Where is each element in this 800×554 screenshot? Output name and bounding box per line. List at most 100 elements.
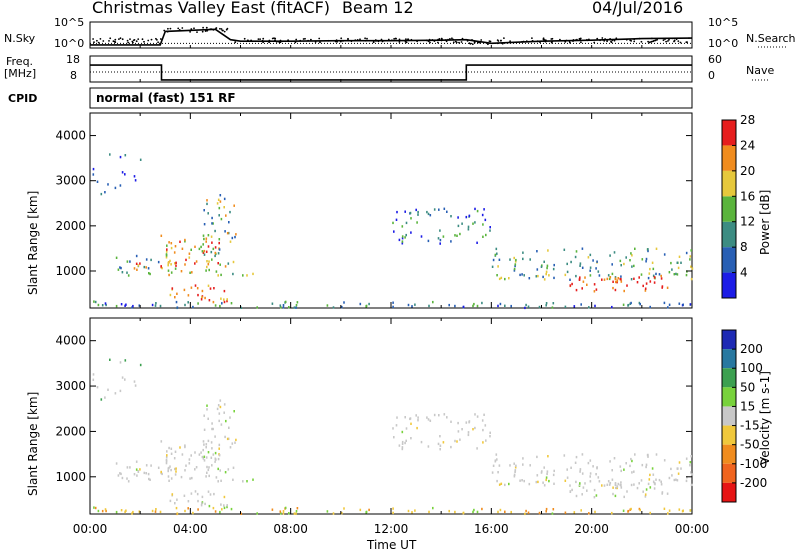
power-cell bbox=[139, 158, 142, 161]
power-cell bbox=[542, 275, 544, 279]
noise-point bbox=[454, 40, 457, 43]
noise-point bbox=[405, 38, 407, 40]
power-cell bbox=[410, 231, 412, 234]
noise-point bbox=[156, 39, 158, 41]
noise-point bbox=[664, 38, 666, 40]
velocity-cell bbox=[598, 480, 601, 483]
power-cell bbox=[508, 277, 510, 280]
power-cell bbox=[169, 259, 171, 263]
power-cell bbox=[467, 228, 470, 231]
velocity-cell bbox=[119, 472, 121, 475]
power-cell bbox=[633, 264, 635, 268]
power-cell bbox=[489, 226, 491, 229]
noise-point bbox=[668, 38, 670, 41]
power-cell bbox=[552, 267, 555, 271]
power-cell bbox=[184, 303, 186, 307]
noise-point bbox=[223, 30, 226, 33]
power-cell bbox=[498, 258, 501, 261]
velocity-cell bbox=[201, 502, 203, 505]
noise-point bbox=[610, 40, 612, 43]
velocity-cell bbox=[691, 473, 694, 476]
velocity-cell bbox=[131, 512, 133, 515]
power-cell bbox=[442, 235, 445, 238]
velocity-cell bbox=[202, 448, 204, 452]
velocity-cell bbox=[439, 448, 441, 451]
velocity-cell bbox=[295, 510, 298, 513]
power-cell bbox=[581, 266, 584, 269]
power-cell bbox=[175, 264, 177, 267]
velocity-cell bbox=[582, 486, 585, 489]
velocity-cell bbox=[566, 468, 568, 471]
velocity-cell bbox=[652, 480, 655, 483]
power-cell bbox=[126, 271, 128, 274]
power-cell bbox=[689, 303, 692, 306]
velocity-cell bbox=[457, 430, 460, 433]
power-cell bbox=[192, 305, 194, 309]
noise-point bbox=[551, 41, 553, 43]
velocity-cell bbox=[180, 475, 183, 479]
velocity-cell bbox=[619, 483, 622, 487]
power-cell bbox=[120, 303, 123, 306]
velocity-cell bbox=[581, 453, 584, 456]
velocity-cell bbox=[207, 468, 210, 472]
power-cell bbox=[564, 273, 567, 277]
velocity-cell bbox=[564, 511, 567, 514]
noise-point bbox=[147, 39, 150, 42]
noise-point bbox=[431, 39, 434, 41]
velocity-cell bbox=[204, 502, 206, 506]
velocity-cell bbox=[392, 427, 394, 430]
power-cell bbox=[404, 210, 406, 213]
power-cell bbox=[524, 306, 526, 310]
velocity-cell bbox=[680, 467, 682, 470]
power-cell bbox=[161, 266, 163, 270]
velocity-cell bbox=[448, 509, 450, 513]
power-cell bbox=[124, 304, 126, 307]
velocity-cell bbox=[404, 441, 406, 445]
velocity-cell bbox=[214, 457, 217, 460]
noise-point bbox=[606, 40, 608, 43]
velocity-cell bbox=[504, 483, 506, 487]
power-cell bbox=[666, 286, 669, 289]
nave-tick-high: 60 bbox=[708, 53, 722, 66]
power-cell bbox=[124, 154, 127, 157]
power-cell bbox=[546, 264, 549, 267]
power-cell bbox=[647, 248, 649, 251]
power-cell bbox=[491, 265, 494, 268]
power-colorbar-frame bbox=[721, 119, 737, 299]
velocity-cell bbox=[439, 444, 442, 447]
noise-point bbox=[579, 37, 582, 40]
power-cell bbox=[584, 276, 586, 279]
velocity-cell bbox=[194, 468, 196, 471]
velocity-cell bbox=[205, 443, 208, 446]
noise-point bbox=[129, 38, 131, 40]
velocity-ytick-label: 1000 bbox=[55, 470, 86, 484]
power-cell bbox=[135, 262, 138, 265]
velocity-cell bbox=[208, 474, 210, 478]
power-cell bbox=[553, 263, 555, 267]
power-cell bbox=[598, 274, 601, 277]
velocity-cell bbox=[540, 471, 543, 474]
power-cell bbox=[504, 304, 506, 307]
power-cell bbox=[187, 294, 190, 297]
power-cell bbox=[535, 275, 538, 278]
velocity-cell bbox=[538, 511, 541, 515]
power-cell bbox=[101, 304, 104, 307]
power-cell bbox=[676, 261, 679, 264]
power-cell bbox=[206, 260, 208, 263]
power-cell bbox=[608, 277, 611, 281]
x-tick-label: 16:00 bbox=[474, 522, 509, 536]
velocity-cell bbox=[461, 428, 463, 431]
power-cell bbox=[536, 250, 538, 253]
power-cell bbox=[571, 282, 573, 286]
power-colorbar-segment bbox=[722, 145, 736, 171]
velocity-cell bbox=[396, 416, 398, 419]
velocity-cell bbox=[365, 510, 368, 514]
noise-point bbox=[451, 37, 453, 40]
noise-point bbox=[398, 38, 401, 41]
power-cell bbox=[668, 271, 671, 274]
noise-point bbox=[112, 40, 115, 43]
velocity-cell bbox=[649, 511, 651, 515]
velocity-cell bbox=[409, 417, 412, 420]
velocity-colorbar-segment bbox=[722, 444, 736, 464]
power-cell bbox=[218, 248, 221, 251]
